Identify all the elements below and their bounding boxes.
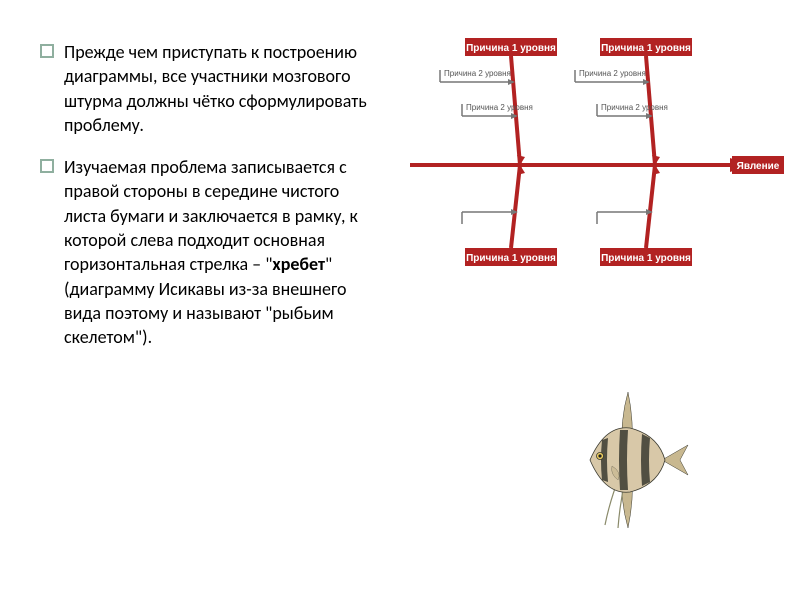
bottom-branch-2: Причина 1 уровня: [600, 165, 692, 266]
bullet-text: Изучаемая проблема записывается с правой…: [64, 155, 370, 349]
svg-text:Причина 1 уровня: Причина 1 уровня: [466, 253, 556, 264]
subbranch: Причина 2 уровня: [440, 69, 515, 85]
effect-label: Явление: [737, 161, 780, 172]
fish-icon: [550, 380, 710, 540]
top-branch-1: Причина 1 уровня: [465, 38, 557, 165]
subbranch: Причина 2 уровня: [575, 69, 650, 85]
bullet-square-icon: [40, 44, 54, 58]
svg-text:Причина 2 уровня: Причина 2 уровня: [444, 69, 511, 78]
bottom-branch-1: Причина 1 уровня: [465, 165, 557, 266]
subbranch: Причина 2 уровня: [462, 103, 533, 119]
subbranch: [597, 209, 653, 224]
svg-text:Причина 2 уровня: Причина 2 уровня: [466, 103, 533, 112]
svg-text:Причина 1 уровня: Причина 1 уровня: [601, 43, 691, 54]
bullet-item: Изучаемая проблема записывается с правой…: [40, 155, 370, 349]
top-branch-2: Причина 1 уровня: [600, 38, 692, 165]
svg-text:Причина 1 уровня: Причина 1 уровня: [466, 43, 556, 54]
svg-text:Причина 2 уровня: Причина 2 уровня: [601, 103, 668, 112]
fishbone-diagram: Явление Причина 1 уровня Причина 1 уровн…: [390, 20, 790, 280]
bullet-square-icon: [40, 159, 54, 173]
subbranch: [462, 209, 518, 224]
bullet-item: Прежде чем приступать к построению диагр…: [40, 40, 370, 137]
subbranch: Причина 2 уровня: [597, 103, 668, 119]
fish-illustration: [550, 380, 710, 540]
svg-text:Причина 1 уровня: Причина 1 уровня: [601, 253, 691, 264]
svg-text:Причина 2 уровня: Причина 2 уровня: [579, 69, 646, 78]
bullet-list: Прежде чем приступать к построению диагр…: [40, 40, 370, 368]
bullet-text: Прежде чем приступать к построению диагр…: [64, 40, 370, 137]
fishbone-svg: Явление Причина 1 уровня Причина 1 уровн…: [390, 20, 790, 280]
